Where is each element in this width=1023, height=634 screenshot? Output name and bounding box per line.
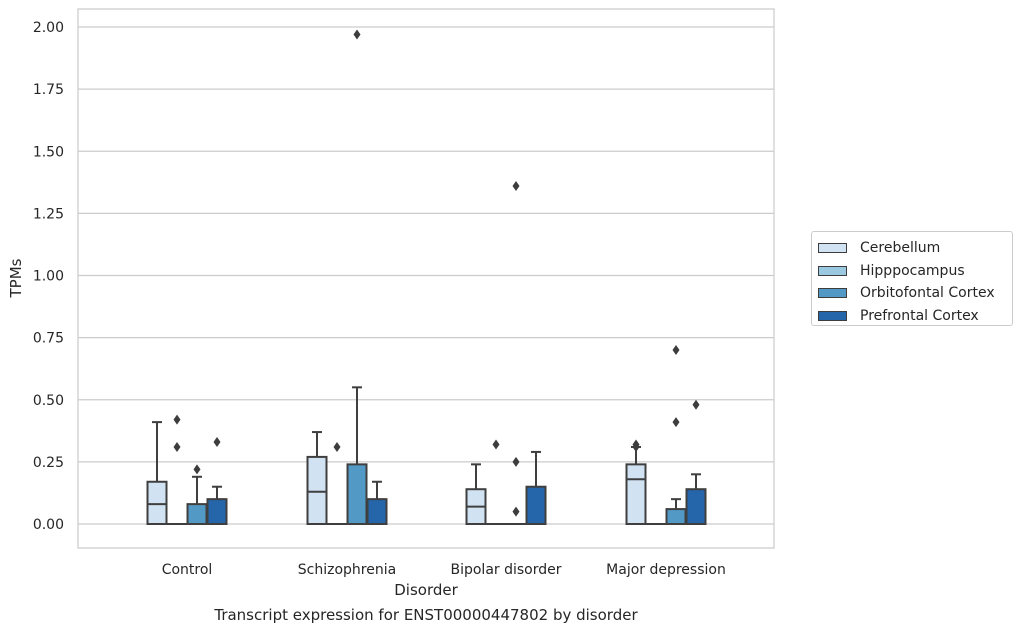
box-rect: [206, 498, 228, 525]
x-axis-ticks: Control Schizophrenia Bipolar disorder Majo…: [162, 562, 726, 578]
box-3-1: [366, 480, 388, 525]
box-3-2: [525, 450, 547, 526]
plot-frame: [77, 8, 775, 549]
outlier-point: [512, 456, 520, 467]
box-rect: [306, 455, 328, 525]
box-rect: [525, 485, 547, 526]
outlier-point: [193, 464, 201, 475]
box-2-3: [665, 345, 687, 525]
legend-label-hippocampus: Hipppocampus: [860, 262, 965, 279]
x-tick-label: Bipolar disorder: [450, 562, 561, 578]
box-rect: [146, 480, 168, 526]
x-tick-label: Control: [162, 562, 213, 578]
chart-caption: Transcript expression for ENST0000044780…: [214, 606, 638, 624]
y-axis-ticks: 0.00 0.25 0.50 0.75 1.00 1.25 1.50 1.75 2.00: [33, 20, 64, 533]
outlier-point: [353, 29, 361, 40]
legend-item-cerebellum: Cerebellum: [818, 237, 1012, 260]
legend-label-cerebellum: Cerebellum: [860, 240, 941, 257]
box-plot-area: [146, 29, 707, 526]
outlier-point: [632, 439, 640, 450]
box-rect: [186, 503, 208, 525]
x-tick-label: Schizophrenia: [298, 562, 396, 578]
box-0-2: [465, 463, 487, 525]
y-axis-label: TPMs: [7, 258, 25, 298]
box-rect: [625, 463, 647, 525]
y-tick-label: 0.75: [33, 331, 64, 347]
x-tick-label: Major depression: [606, 562, 726, 578]
legend-item-hippocampus: Hipppocampus: [818, 260, 1012, 283]
outlier-point: [672, 417, 680, 428]
outlier-point: [692, 399, 700, 410]
y-tick-label: 1.75: [33, 82, 64, 98]
box-2-0: [186, 464, 208, 525]
outlier-point: [213, 436, 221, 447]
y-tick-label: 0.25: [33, 455, 64, 471]
box-0-1: [306, 431, 328, 525]
y-tick-label: 2.00: [33, 20, 64, 36]
outlier-point: [512, 181, 520, 192]
chart-legend: Cerebellum Hipppocampus Orbitofontal Cor…: [811, 231, 1013, 326]
box-rect: [665, 508, 687, 525]
legend-item-prefrontal: Prefrontal Cortex: [818, 305, 1012, 328]
box-1-1: [326, 441, 348, 526]
outlier-point: [173, 414, 181, 425]
x-axis-label: Disorder: [394, 581, 458, 599]
legend-swatch-prefrontal: [818, 310, 847, 321]
y-tick-label: 1.50: [33, 144, 64, 160]
box-1-0: [166, 414, 188, 526]
y-tick-label: 0.00: [33, 517, 64, 533]
box-0-0: [146, 421, 168, 526]
box-rect: [685, 488, 707, 525]
y-tick-label: 1.00: [33, 269, 64, 285]
box-rect: [366, 498, 388, 525]
outlier-point: [672, 345, 680, 356]
outlier-point: [173, 441, 181, 452]
legend-label-orbitofrontal: Orbitofontal Cortex: [860, 285, 995, 302]
y-tick-label: 1.25: [33, 206, 64, 222]
legend-label-prefrontal: Prefrontal Cortex: [860, 307, 979, 324]
box-3-3: [685, 399, 707, 525]
box-0-3: [625, 439, 647, 525]
y-tick-label: 0.50: [33, 393, 64, 409]
box-2-1: [346, 29, 368, 525]
legend-item-orbitofrontal: Orbitofontal Cortex: [818, 282, 1012, 305]
box-rect: [346, 463, 368, 525]
box-2-2: [505, 181, 527, 526]
legend-swatch-orbitofrontal: [818, 288, 847, 299]
outlier-point: [492, 439, 500, 450]
outlier-point: [512, 506, 520, 517]
grid-lines: [78, 26, 774, 525]
legend-swatch-hippocampus: [818, 265, 847, 276]
box-3-0: [206, 436, 228, 525]
legend-swatch-cerebellum: [818, 243, 847, 254]
outlier-point: [333, 441, 341, 452]
box-1-2: [485, 439, 507, 526]
